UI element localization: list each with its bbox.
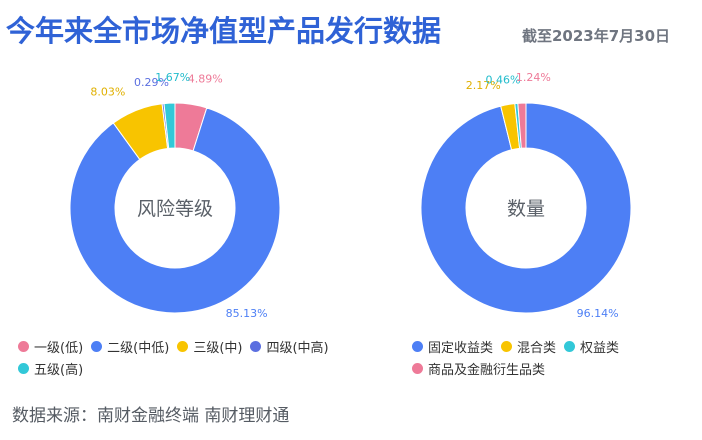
slice-label-3: 0.29%: [134, 76, 169, 89]
legend-label: 混合类: [517, 340, 557, 356]
slice-label-1: 85.13%: [226, 307, 268, 320]
slice-label-1: 2.17%: [466, 79, 501, 92]
legend-item[interactable]: 一级(低): [18, 337, 83, 356]
legend-item[interactable]: 混合类: [501, 337, 556, 356]
legend-marker-icon: [412, 340, 423, 352]
slice-label-3: 1.24%: [516, 71, 551, 84]
legend-marker-icon: [91, 340, 103, 352]
legend-marker-icon: [250, 340, 262, 352]
slice-0: [420, 102, 632, 314]
slice-3: [517, 102, 527, 149]
legend-row: 一级(低) 二级(中低) 三级(中) 四级(中高): [18, 335, 337, 357]
legend-item[interactable]: 五级(高): [18, 359, 83, 378]
slice-label-0: 96.14%: [577, 307, 619, 320]
legend-marker-icon: [177, 340, 189, 352]
legend-item[interactable]: 二级(中低): [91, 337, 169, 356]
legend-label: 商品及金融衍生品类: [428, 362, 546, 378]
slice-label-4: 1.67%: [155, 71, 190, 84]
slice-4: [163, 102, 176, 149]
legend-label: 一级(低): [34, 340, 84, 356]
legend-label: 固定收益类: [428, 340, 494, 356]
legend-row: 五级(高): [18, 357, 337, 379]
legend-item[interactable]: 商品及金融衍生品类: [412, 359, 545, 378]
legend-marker-icon: [501, 340, 513, 352]
data-source: 数据来源：南财金融终端 南财理财通: [12, 406, 290, 426]
legend-marker-icon: [564, 340, 576, 352]
legend-label: 五级(高): [34, 362, 84, 378]
center-label: 风险等级: [137, 198, 213, 220]
slice-label-2: 0.46%: [486, 74, 521, 87]
quantity-donut-chart: 96.14% 2.17%0.46%1.24% 数量: [420, 71, 632, 320]
legend-label: 四级(中高): [266, 340, 329, 356]
legend-item[interactable]: 固定收益类: [412, 337, 493, 356]
date-subtitle: 截至2023年7月30日: [522, 27, 671, 45]
quantity-legend: 固定收益类 混合类 权益类商品及金融衍生品类: [412, 335, 627, 379]
slice-label-0: 4.89%: [188, 72, 223, 85]
risk-level-legend: 一级(低) 二级(中低) 三级(中) 四级(中高) 五级(高): [18, 335, 337, 379]
legend-row: 固定收益类 混合类 权益类: [412, 335, 627, 357]
legend-item[interactable]: 三级(中): [177, 337, 242, 356]
legend-label: 权益类: [580, 340, 620, 356]
legend-marker-icon: [18, 362, 29, 374]
legend-marker-icon: [412, 362, 423, 374]
legend-item[interactable]: 四级(中高): [250, 337, 329, 356]
slice-1: [69, 107, 281, 314]
legend-item[interactable]: 权益类: [564, 337, 619, 356]
legend-label: 三级(中): [193, 340, 243, 356]
page-title: 今年来全市场净值型产品发行数据: [6, 14, 442, 48]
slice-label-2: 8.03%: [90, 85, 125, 98]
legend-row: 商品及金融衍生品类: [412, 357, 627, 379]
legend-label: 二级(中低): [107, 340, 170, 356]
legend-marker-icon: [18, 340, 29, 352]
center-label: 数量: [507, 198, 545, 220]
risk-level-donut-chart: 4.89% 85.13% 8.03% 0.29%1.67% 风险等级: [69, 71, 281, 320]
